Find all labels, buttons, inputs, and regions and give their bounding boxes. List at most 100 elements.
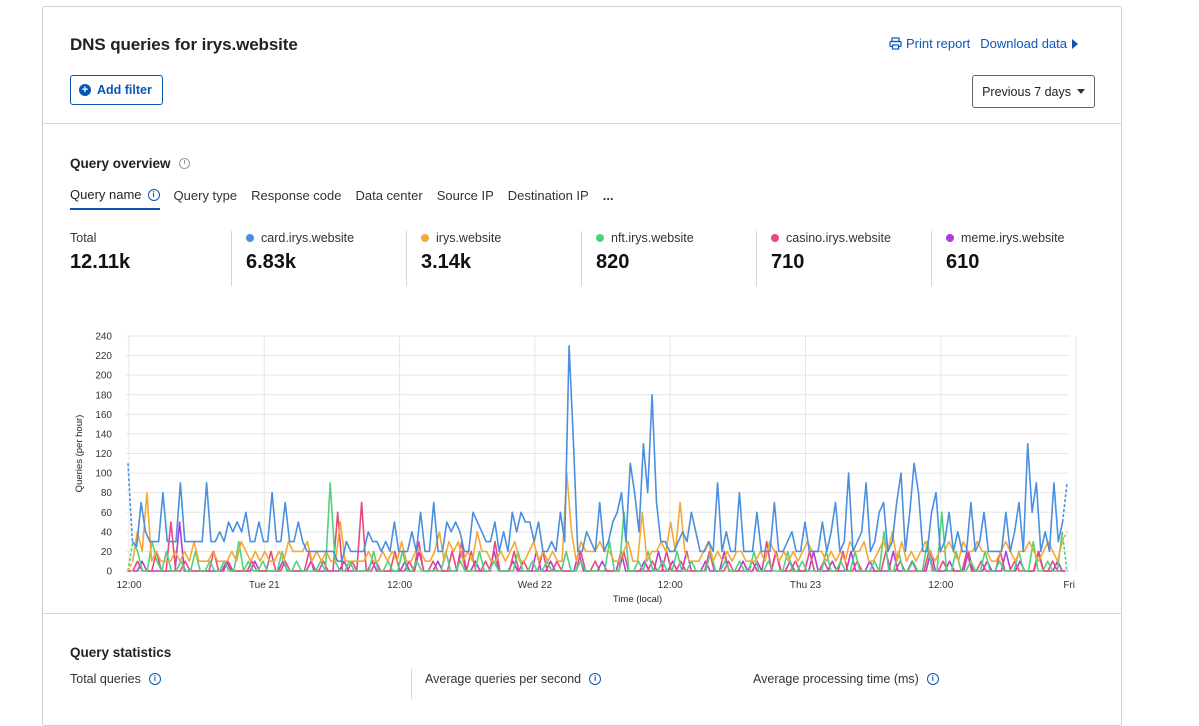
y-tick-label: 40 <box>101 527 113 538</box>
y-tick-label: 120 <box>95 449 112 460</box>
dns-queries-card: DNS queries for irys.website Print repor… <box>42 6 1199 726</box>
tab-label: Destination IP <box>507 188 589 203</box>
query-statistics-row: Total queries i Average queries per seco… <box>70 672 939 686</box>
y-tick-label: 220 <box>95 351 112 362</box>
series-edge-card.irys.website <box>1061 482 1068 523</box>
x-tick-label: 12:00 <box>116 580 141 591</box>
print-report-label: Print report <box>905 36 971 51</box>
stat-nft[interactable]: nft.irys.website 820 <box>581 231 756 286</box>
stat-value: 6.83k <box>246 251 297 273</box>
printer-icon <box>889 37 902 50</box>
tab-query-type[interactable]: Query type <box>174 187 238 210</box>
tab-label: Data center <box>355 188 423 203</box>
tab-label: Response code <box>251 188 342 203</box>
series-line-irys.website[interactable] <box>131 472 1064 562</box>
stat-irys[interactable]: irys.website 3.14k <box>406 231 581 286</box>
stat-total: Total 12.11k <box>70 231 231 286</box>
tab-label: Source IP <box>436 188 494 203</box>
y-tick-label: 240 <box>95 332 112 343</box>
header-actions: Print report Download data <box>889 36 1079 51</box>
x-tick-label: Tue 21 <box>249 580 280 591</box>
y-tick-label: 20 <box>101 547 113 558</box>
x-tick-label: Fri 24 <box>1063 580 1078 591</box>
stat-label: nft.irys.website <box>611 231 694 245</box>
legend-dot-icon <box>946 234 954 242</box>
series-edge-irys.website <box>1061 531 1068 542</box>
y-tick-label: 140 <box>95 429 112 440</box>
stat-value: 820 <box>596 251 630 273</box>
legend-dot-icon <box>246 234 254 242</box>
tab-label: Query name <box>70 187 142 202</box>
page-title: DNS queries for irys.website <box>70 35 298 54</box>
date-range-value: Previous 7 days <box>982 84 1071 99</box>
stat-label: Average processing time (ms) <box>753 672 919 686</box>
info-icon[interactable]: i <box>148 673 161 685</box>
header-divider <box>43 123 1121 124</box>
add-filter-button[interactable]: + Add filter <box>70 75 163 105</box>
tab-label: Query type <box>173 188 238 203</box>
y-tick-label: 80 <box>101 488 113 499</box>
tab-data-center[interactable]: Data center <box>355 187 422 210</box>
query-overview-title: Query overview <box>70 156 190 171</box>
stat-casino[interactable]: casino.irys.website 710 <box>756 231 931 286</box>
print-report-link[interactable]: Print report <box>889 36 970 51</box>
x-tick-label: 12:00 <box>928 580 953 591</box>
y-tick-label: 200 <box>95 371 112 382</box>
series-line-card.irys.website[interactable] <box>131 344 1064 562</box>
overview-tabs: Query name i Query type Response code Da… <box>70 187 614 210</box>
series-edge-nft.irys.website <box>1061 531 1068 572</box>
download-data-label: Download data <box>980 36 1067 51</box>
y-tick-label: 60 <box>101 508 113 519</box>
stat-label: Average queries per second <box>425 672 582 686</box>
queries-chart[interactable]: 0 20 40 60 80 100 120 140 160 180 200 220 240 12:00 Tu… <box>68 325 1199 610</box>
stat-label: Total queries <box>70 672 141 686</box>
stat-divider <box>411 669 412 699</box>
download-data-link[interactable]: Download data <box>980 36 1079 51</box>
legend-dot-icon <box>771 234 779 242</box>
stat-label: casino.irys.website <box>786 231 891 245</box>
plus-circle-icon: + <box>79 84 91 96</box>
y-tick-label: 100 <box>95 469 112 480</box>
more-icon: ... <box>602 188 614 203</box>
stat-value: 610 <box>946 251 980 273</box>
y-tick-label: 0 <box>106 567 112 578</box>
stat-value: 3.14k <box>421 251 472 273</box>
x-tick-label: Wed 22 <box>518 580 553 591</box>
stat-label: irys.website <box>436 231 502 245</box>
series-edge-irys.website <box>127 560 134 572</box>
y-tick-label: 180 <box>95 390 112 401</box>
tab-response-code[interactable]: Response code <box>251 187 341 210</box>
query-overview-label: Query overview <box>70 156 171 171</box>
chevron-down-icon <box>1077 89 1085 94</box>
clock-icon <box>178 158 190 169</box>
stat-label: meme.irys.website <box>961 231 1065 245</box>
stat-label: card.irys.website <box>261 231 355 245</box>
y-tick-label: 160 <box>95 410 112 421</box>
add-filter-label: Add filter <box>97 83 152 97</box>
queries-chart-svg[interactable]: 0 20 40 60 80 100 120 140 160 180 200 220 240 12:00 Tu… <box>68 325 1199 606</box>
stat-value: 12.11k <box>70 251 131 273</box>
info-icon[interactable]: i <box>926 673 939 685</box>
section-divider <box>43 613 1121 614</box>
x-tick-label: 12:00 <box>658 580 683 591</box>
tab-source-ip[interactable]: Source IP <box>437 187 494 210</box>
query-statistics-title: Query statistics <box>70 645 172 660</box>
more-tabs-button[interactable]: ... <box>603 187 614 210</box>
series-line-nft.irys.website[interactable] <box>132 482 1063 572</box>
stat-meme[interactable]: meme.irys.website 610 <box>931 231 1106 286</box>
stats-row: Total 12.11k card.irys.website 6.83k iry… <box>70 231 1106 286</box>
x-axis-label: Time (local) <box>613 594 662 605</box>
caret-right-icon <box>1072 38 1078 49</box>
stat-total-queries: Total queries i <box>70 672 425 686</box>
x-tick-label: Thu 23 <box>790 580 822 591</box>
info-icon[interactable]: i <box>147 188 160 201</box>
series-edge-card.irys.website <box>127 463 134 542</box>
date-range-select[interactable]: Previous 7 days <box>972 75 1095 108</box>
stat-card[interactable]: card.irys.website 6.83k <box>231 231 406 286</box>
stat-label: Total <box>70 231 97 245</box>
tab-destination-ip[interactable]: Destination IP <box>508 187 589 210</box>
tab-query-name[interactable]: Query name i <box>70 187 160 210</box>
info-icon[interactable]: i <box>589 673 602 685</box>
stat-avg-qps: Average queries per second i <box>425 672 753 686</box>
stat-value: 710 <box>771 251 805 273</box>
